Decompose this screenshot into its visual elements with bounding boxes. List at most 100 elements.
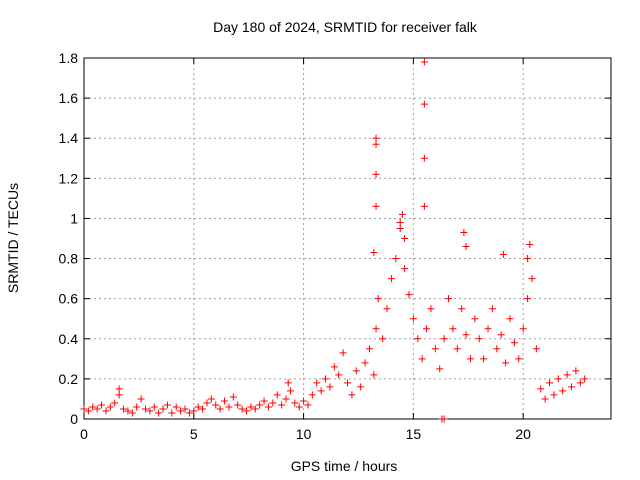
data-point: [420, 202, 428, 210]
data-point: [502, 359, 510, 367]
data-point: [484, 325, 492, 333]
data-point: [383, 305, 391, 313]
data-point: [440, 415, 448, 423]
x-tick-label: 15: [406, 426, 422, 442]
data-point: [269, 399, 277, 407]
data-point: [330, 363, 338, 371]
data-point: [372, 140, 380, 148]
data-point: [480, 355, 488, 363]
data-point: [115, 391, 123, 399]
chart-title: Day 180 of 2024, SRMTID for receiver fal…: [213, 19, 478, 35]
data-point: [190, 407, 198, 415]
data-point: [445, 295, 453, 303]
data-point: [493, 345, 501, 353]
plot-frame: [83, 57, 612, 420]
data-point: [102, 407, 110, 415]
data-point: [449, 325, 457, 333]
data-point: [313, 379, 321, 387]
data-point: [133, 403, 141, 411]
y-tick-label: 1: [70, 210, 78, 226]
data-point: [427, 305, 435, 313]
data-point: [458, 305, 466, 313]
data-point: [559, 387, 567, 395]
data-point: [98, 401, 106, 409]
data-point: [515, 355, 523, 363]
data-point: [499, 251, 507, 259]
data-point: [554, 375, 562, 383]
y-tick-label: 1.2: [59, 170, 79, 186]
data-point: [111, 399, 119, 407]
y-tick-label: 0.6: [59, 291, 79, 307]
data-point: [401, 265, 409, 273]
data-point: [260, 397, 268, 405]
data-point: [238, 405, 246, 413]
data-point: [462, 243, 470, 251]
data-point: [357, 383, 365, 391]
data-point: [524, 295, 532, 303]
data-point: [497, 331, 505, 339]
data-point: [352, 367, 360, 375]
data-point: [423, 325, 431, 333]
data-point: [528, 275, 536, 283]
data-point: [141, 405, 149, 413]
data-point: [563, 371, 571, 379]
data-point: [546, 379, 554, 387]
data-point: [370, 249, 378, 257]
data-point: [466, 355, 474, 363]
data-point: [172, 403, 180, 411]
data-point: [370, 371, 378, 379]
data-point: [537, 385, 545, 393]
data-point: [462, 331, 470, 339]
data-point: [242, 407, 250, 415]
data-point: [291, 399, 299, 407]
data-point: [519, 325, 527, 333]
data-point: [453, 345, 461, 353]
y-tick-label: 1.8: [59, 50, 79, 66]
data-point: [137, 395, 145, 403]
data-point: [234, 401, 242, 409]
data-point: [256, 401, 264, 409]
data-point: [216, 405, 224, 413]
data-point: [431, 345, 439, 353]
data-point: [207, 395, 215, 403]
data-point: [199, 405, 207, 413]
data-point: [339, 349, 347, 357]
data-point: [177, 407, 185, 415]
data-point: [146, 407, 154, 415]
data-point: [365, 345, 373, 353]
data-point: [300, 397, 308, 405]
data-point: [409, 315, 417, 323]
data-point: [372, 134, 380, 142]
data-point: [387, 275, 395, 283]
data-point: [128, 409, 136, 417]
data-point: [212, 401, 220, 409]
data-point: [488, 305, 496, 313]
x-tick-label: 5: [190, 426, 198, 442]
data-point: [420, 154, 428, 162]
data-point: [392, 255, 400, 263]
data-point: [124, 407, 132, 415]
data-point: [420, 100, 428, 108]
data-point: [278, 401, 286, 409]
data-point: [398, 210, 406, 218]
data-point: [168, 409, 176, 417]
data-point: [282, 395, 290, 403]
data-point: [436, 365, 444, 373]
data-point: [295, 403, 303, 411]
data-point: [203, 399, 211, 407]
data-point: [510, 339, 518, 347]
data-point: [247, 403, 255, 411]
data-point: [348, 391, 356, 399]
data-point: [460, 228, 468, 236]
data-point: [326, 383, 334, 391]
data-point: [372, 325, 380, 333]
data-point: [251, 405, 259, 413]
x-axis-label: GPS time / hours: [291, 458, 398, 474]
y-tick-label: 0.2: [59, 371, 79, 387]
data-point: [506, 315, 514, 323]
data-point: [344, 379, 351, 387]
data-point: [418, 355, 426, 363]
data-point: [225, 403, 233, 411]
data-point: [581, 375, 589, 383]
data-point: [526, 241, 534, 249]
